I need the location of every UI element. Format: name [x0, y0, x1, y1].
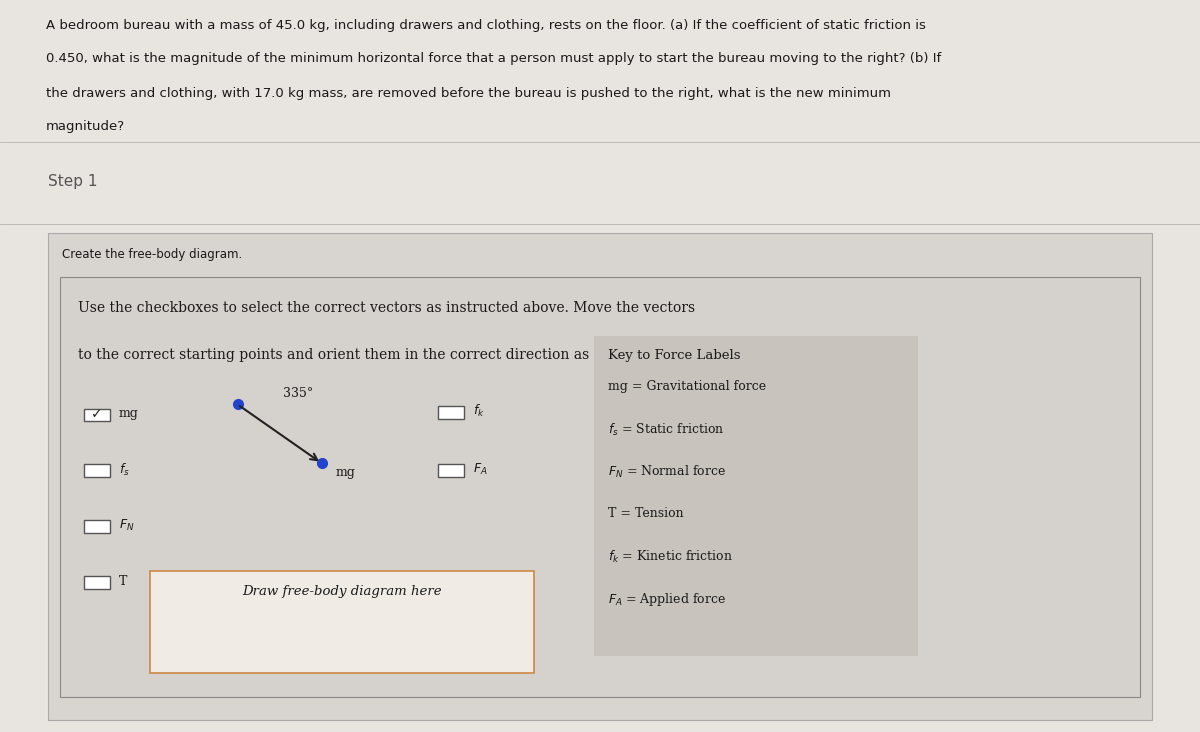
Text: $F_A$ = Applied force: $F_A$ = Applied force — [608, 591, 727, 608]
Text: $f_k$ = Kinetic friction: $f_k$ = Kinetic friction — [608, 549, 733, 565]
FancyBboxPatch shape — [594, 336, 918, 656]
Text: $F_N$ = Normal force: $F_N$ = Normal force — [608, 464, 726, 480]
Text: Key to Force Labels: Key to Force Labels — [608, 348, 740, 362]
Text: T = Tension: T = Tension — [608, 507, 684, 520]
Text: Create the free-body diagram.: Create the free-body diagram. — [62, 247, 242, 261]
FancyBboxPatch shape — [438, 406, 464, 419]
FancyBboxPatch shape — [150, 570, 534, 673]
FancyBboxPatch shape — [48, 233, 1152, 720]
FancyBboxPatch shape — [84, 464, 110, 477]
Text: $f_k$: $f_k$ — [473, 403, 485, 419]
FancyBboxPatch shape — [60, 277, 1140, 697]
Text: the drawers and clothing, with 17.0 kg mass, are removed before the bureau is pu: the drawers and clothing, with 17.0 kg m… — [46, 87, 890, 100]
Text: 335°: 335° — [283, 386, 313, 400]
Text: A bedroom bureau with a mass of 45.0 kg, including drawers and clothing, rests o: A bedroom bureau with a mass of 45.0 kg,… — [46, 19, 925, 32]
Text: T: T — [119, 575, 127, 588]
Text: Step 1: Step 1 — [48, 174, 97, 190]
FancyBboxPatch shape — [84, 576, 110, 589]
Text: mg: mg — [119, 407, 139, 420]
Text: $F_N$: $F_N$ — [119, 518, 134, 533]
Text: mg: mg — [336, 466, 356, 479]
Text: ✓: ✓ — [91, 408, 103, 422]
Text: magnitude?: magnitude? — [46, 120, 125, 133]
Text: $f_s$: $f_s$ — [119, 462, 130, 478]
Text: mg = Gravitational force: mg = Gravitational force — [608, 380, 767, 393]
Text: to the correct starting points and orient them in the correct direction as instr: to the correct starting points and orien… — [78, 348, 671, 362]
FancyBboxPatch shape — [84, 520, 110, 533]
Text: $f_s$ = Static friction: $f_s$ = Static friction — [608, 422, 725, 438]
Text: $F_A$: $F_A$ — [473, 462, 487, 477]
Text: Use the checkboxes to select the correct vectors as instructed above. Move the v: Use the checkboxes to select the correct… — [78, 301, 695, 315]
FancyBboxPatch shape — [438, 464, 464, 477]
Text: Draw free-body diagram here: Draw free-body diagram here — [242, 586, 442, 598]
FancyBboxPatch shape — [84, 408, 110, 422]
Text: 0.450, what is the magnitude of the minimum horizontal force that a person must : 0.450, what is the magnitude of the mini… — [46, 52, 941, 65]
